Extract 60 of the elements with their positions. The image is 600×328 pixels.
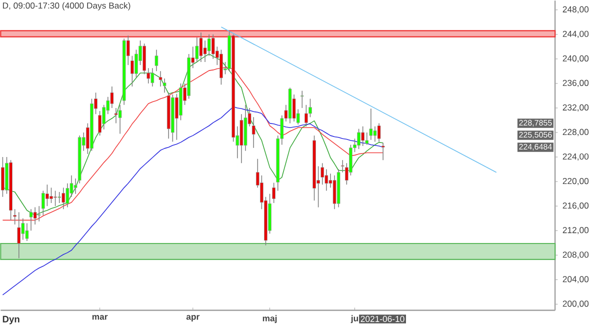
candlestick	[37, 206, 41, 222]
y-tick-label: 208,00	[562, 252, 589, 259]
candlestick	[252, 117, 256, 148]
candlestick	[66, 183, 70, 208]
candlestick	[146, 68, 150, 84]
candlestick	[134, 50, 138, 78]
y-tick-label: 240,00	[562, 56, 589, 63]
candlestick	[357, 128, 360, 150]
candlestick	[130, 56, 134, 88]
candlestick	[54, 190, 57, 207]
candlestick	[207, 34, 211, 56]
candlestick	[373, 126, 377, 142]
candlestick	[1, 156, 4, 198]
candlestick	[58, 192, 62, 204]
y-tick-label: 224,00	[562, 154, 589, 161]
chart-title: D, 09:00-17:30 (4000 Days Back)	[2, 2, 130, 11]
y-tick-label: 244,00	[562, 31, 589, 38]
candlestick	[118, 104, 122, 134]
candlestick	[154, 50, 158, 72]
text: Dyn	[2, 316, 20, 325]
y-tick-label: 248,00	[562, 6, 589, 14]
x-tick-label: apr	[186, 315, 200, 322]
candlestick	[272, 182, 276, 204]
candlestick	[29, 208, 33, 232]
x-tick-label: mar	[92, 315, 108, 320]
candlestick	[114, 108, 118, 124]
candlestick	[62, 188, 66, 210]
candlestick	[300, 90, 304, 109]
candlestick	[17, 212, 21, 259]
x-tick-label: maj	[262, 315, 277, 324]
candlestick	[365, 132, 369, 146]
candlestick	[320, 162, 324, 186]
y-tick-label: 212,00	[562, 227, 589, 234]
candlestick	[102, 104, 106, 130]
y-tick-label: 228,00	[562, 129, 589, 136]
y-tick-label: 204,00	[562, 276, 589, 284]
y-tick-label: 220,00	[562, 178, 589, 186]
y-tick-label: 232,00	[562, 104, 589, 112]
candlestick	[46, 184, 49, 207]
candlestick	[33, 207, 37, 226]
candlestick	[220, 50, 223, 86]
candlestick	[381, 142, 385, 161]
candlestick	[74, 178, 78, 194]
candlestick	[150, 68, 154, 88]
candlestick	[377, 123, 381, 142]
candlestick	[361, 126, 364, 147]
y-tick-label: 236,00	[562, 80, 589, 88]
candlestick	[50, 188, 53, 204]
candlestick	[42, 190, 45, 216]
candlestick	[98, 110, 102, 136]
candlestick	[13, 208, 16, 226]
y-tick-label: 216,00	[562, 202, 589, 210]
candlestick	[162, 78, 166, 94]
text: 2021-06-10	[360, 316, 404, 322]
candlestick	[332, 175, 336, 210]
candlestick	[211, 34, 215, 60]
x-tick-label: ju	[350, 315, 358, 324]
candlestick	[199, 32, 203, 63]
candlestick	[304, 104, 308, 127]
y-tick-label: 200,00	[562, 300, 589, 308]
